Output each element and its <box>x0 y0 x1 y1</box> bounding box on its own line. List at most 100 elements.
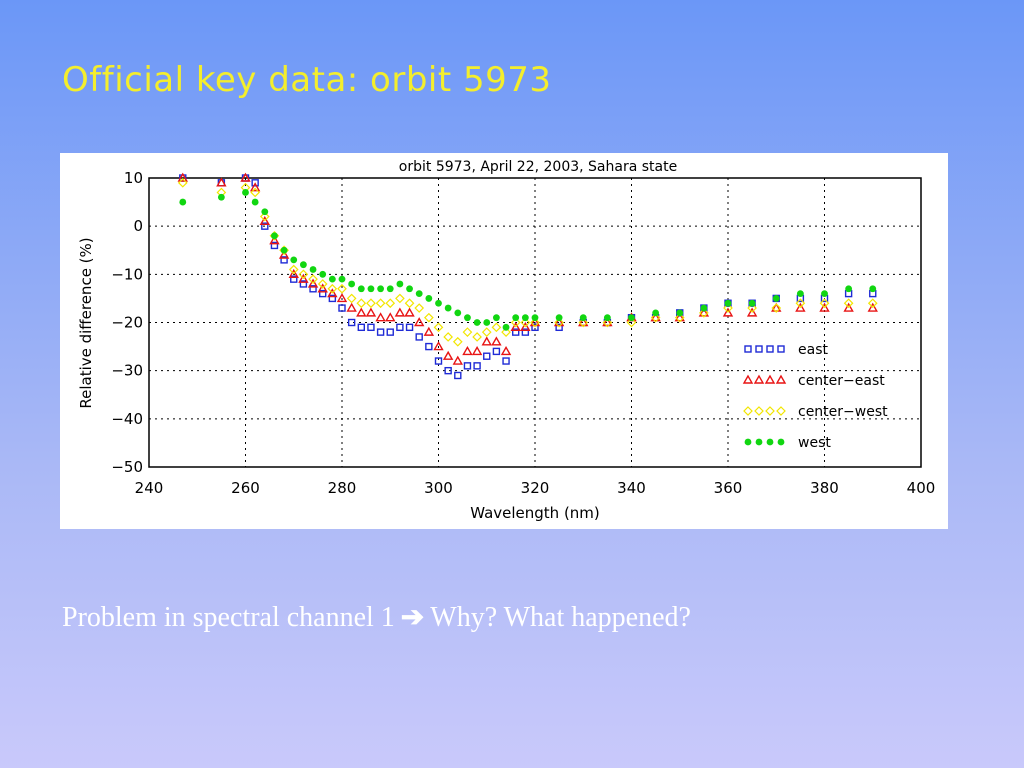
legend-label: west <box>798 435 831 451</box>
data-point-triangle <box>249 182 261 192</box>
data-point-circle <box>300 261 307 269</box>
data-point-triangle <box>278 249 290 259</box>
data-point-diamond <box>795 298 806 309</box>
data-point-circle <box>261 208 269 216</box>
data-point-triangle <box>216 177 227 187</box>
data-point-triangle <box>771 302 782 312</box>
data-point-circle <box>512 314 520 322</box>
data-point-square <box>280 256 288 264</box>
data-point-diamond <box>462 327 473 337</box>
x-tick-label: 340 <box>617 479 646 497</box>
y-tick-label: 0 <box>133 217 143 235</box>
data-point-triangle <box>394 307 406 317</box>
data-point-diamond <box>327 283 338 294</box>
data-point-circle <box>700 304 708 312</box>
data-point-circle <box>603 314 611 322</box>
data-point-circle <box>464 314 471 322</box>
data-point-square <box>521 328 530 336</box>
data-point-triangle <box>259 215 271 226</box>
data-point-diamond <box>346 293 357 304</box>
x-tick-label: 380 <box>810 479 839 497</box>
data-point-diamond <box>366 298 376 309</box>
data-point-diamond <box>501 327 511 337</box>
data-point-triangle <box>336 293 348 303</box>
data-point-square <box>357 323 365 332</box>
right-arrow-icon: ➔ <box>400 602 425 633</box>
y-tick-label: −10 <box>111 265 143 283</box>
data-point-triangle <box>356 307 367 317</box>
legend-label: center−east <box>798 373 885 389</box>
data-point-triangle <box>529 317 541 327</box>
x-tick-label: 240 <box>135 479 164 497</box>
data-point-diamond <box>414 303 425 313</box>
legend-label: center−west <box>798 404 888 420</box>
data-point-circle <box>309 266 317 273</box>
data-point-square <box>434 357 443 365</box>
data-point-diamond <box>443 332 453 342</box>
data-point-circle <box>348 280 356 288</box>
x-tick-label: 320 <box>521 479 550 497</box>
slide-title: Official key data: orbit 5973 <box>62 60 552 100</box>
data-point-circle <box>845 285 853 293</box>
legend-marker <box>742 374 754 384</box>
data-point-triangle <box>481 336 492 346</box>
data-point-diamond <box>404 298 415 309</box>
data-point-circle <box>338 275 346 283</box>
data-point-circle <box>406 285 413 293</box>
data-point-triangle <box>298 273 309 283</box>
data-point-diamond <box>602 317 613 328</box>
data-point-circle <box>425 295 433 302</box>
data-point-circle <box>772 295 780 302</box>
legend-marker <box>754 406 764 416</box>
legend-marker <box>744 438 752 446</box>
data-point-diamond <box>699 308 709 318</box>
data-point-square <box>270 241 279 250</box>
data-point-triangle <box>346 302 357 312</box>
data-point-circle <box>652 309 660 317</box>
data-point-circle <box>396 280 404 288</box>
legend-marker <box>766 438 774 446</box>
data-point-triangle <box>819 302 830 312</box>
data-point-triangle <box>843 302 854 312</box>
data-point-triangle <box>442 350 454 360</box>
data-point-square <box>386 328 394 336</box>
data-point-triangle <box>365 307 377 317</box>
data-point-diamond <box>452 336 463 347</box>
data-point-circle <box>290 256 298 264</box>
data-point-circle <box>473 319 481 326</box>
data-point-triangle <box>404 307 415 317</box>
data-point-circle <box>821 290 828 297</box>
data-point-triangle <box>510 321 521 332</box>
y-axis-label: Relative difference (%) <box>77 237 95 408</box>
legend-label: east <box>798 342 828 358</box>
data-point-diamond <box>424 312 434 323</box>
data-point-triangle <box>375 312 386 322</box>
data-point-diamond <box>843 298 854 309</box>
data-point-circle <box>328 275 336 283</box>
data-point-triangle <box>433 341 444 351</box>
data-point-diamond <box>819 298 830 309</box>
chart-title: orbit 5973, April 22, 2003, Sahara state <box>399 159 677 175</box>
data-point-circle <box>521 314 529 322</box>
x-tick-label: 280 <box>328 479 357 497</box>
data-point-circle <box>483 319 491 326</box>
x-tick-label: 360 <box>714 479 743 497</box>
data-point-triangle <box>327 288 338 298</box>
data-point-square <box>367 323 375 332</box>
data-point-circle <box>415 290 423 297</box>
data-point-triangle <box>423 326 435 336</box>
data-point-square <box>347 318 356 327</box>
data-point-triangle <box>471 345 483 356</box>
data-point-circle <box>435 299 442 307</box>
data-point-square <box>261 222 269 230</box>
data-point-triangle <box>269 235 280 245</box>
data-point-circle <box>724 299 732 307</box>
data-point-diamond <box>288 264 299 275</box>
data-point-diamond <box>395 293 405 304</box>
data-point-square <box>473 362 481 370</box>
y-tick-label: −40 <box>111 410 143 428</box>
data-point-diamond <box>308 274 318 284</box>
legend-marker <box>744 345 752 353</box>
data-point-circle <box>796 290 804 297</box>
data-point-diamond <box>674 312 685 323</box>
